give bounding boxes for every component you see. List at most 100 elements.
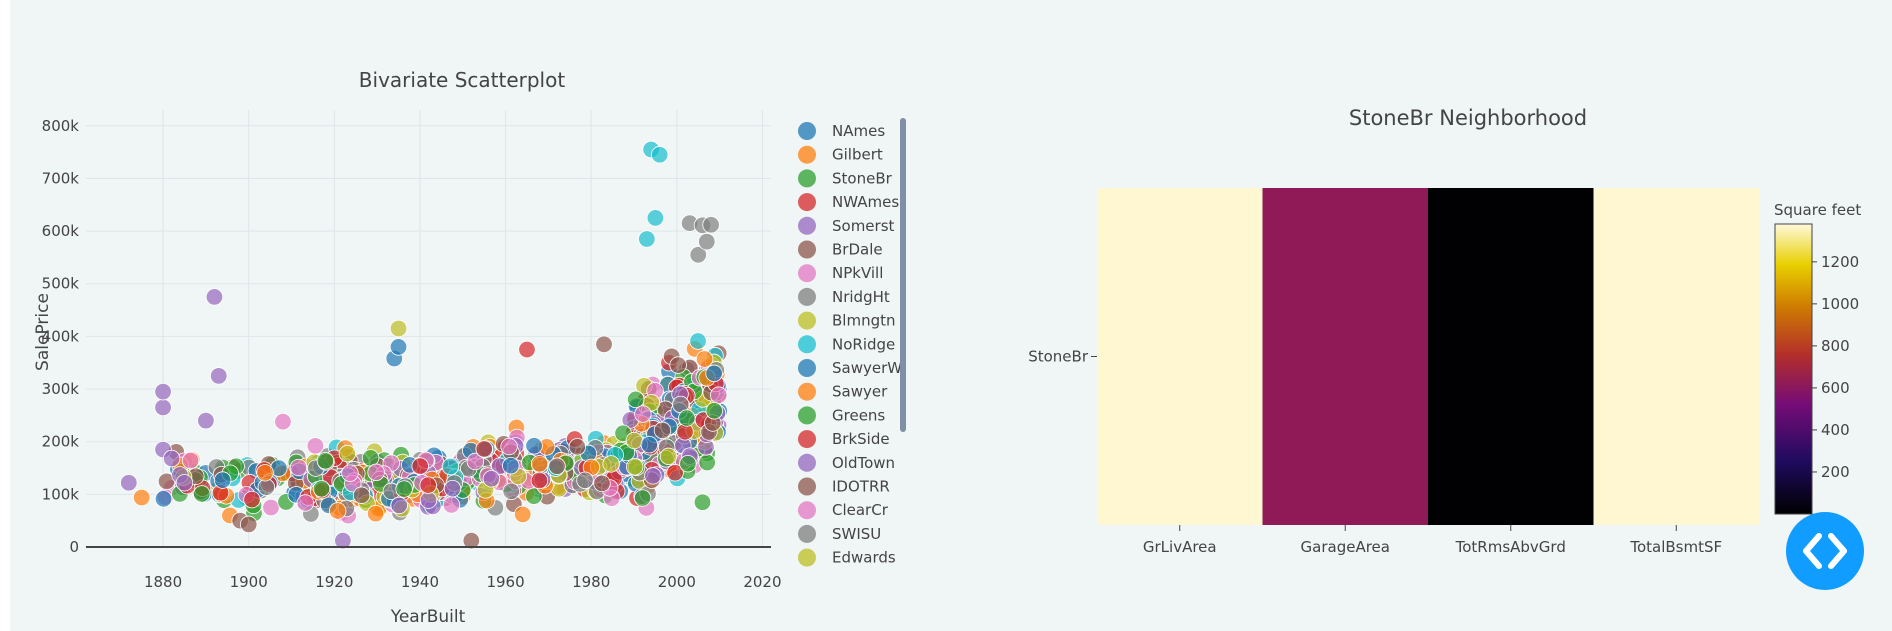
legend-item[interactable]: BrkSide xyxy=(798,430,890,449)
legend-item[interactable]: Sawyer xyxy=(798,382,888,401)
scatter-point[interactable] xyxy=(210,367,228,385)
scatter-point[interactable] xyxy=(257,478,276,496)
heatmap-chart[interactable]: StoneBr Neighborhood GrLivArea GarageArea… xyxy=(910,0,1890,631)
scatter-point[interactable] xyxy=(262,498,280,517)
scatter-point[interactable] xyxy=(513,505,532,524)
scatter-point[interactable] xyxy=(625,458,644,476)
scatter-point[interactable] xyxy=(525,437,543,455)
scatter-point[interactable] xyxy=(443,479,462,498)
scatter-point[interactable] xyxy=(525,487,543,505)
scatter-point[interactable] xyxy=(395,480,413,498)
heatmap-cell[interactable] xyxy=(1428,188,1594,525)
scatter-point[interactable] xyxy=(256,464,274,482)
scatter-point[interactable] xyxy=(625,431,644,450)
scatter-point[interactable] xyxy=(475,440,493,458)
legend-item[interactable]: Gilbert xyxy=(798,145,883,164)
scatter-point[interactable] xyxy=(500,437,518,456)
scatter-point[interactable] xyxy=(666,464,684,482)
legend-item[interactable]: BrDale xyxy=(798,240,883,259)
scatter-point[interactable] xyxy=(328,502,347,520)
scatter-point[interactable] xyxy=(518,340,536,359)
legend-item[interactable]: OldTown xyxy=(798,453,895,472)
scatter-points[interactable] xyxy=(120,140,728,550)
legend-item[interactable]: SWISU xyxy=(798,524,881,543)
scatter-point[interactable] xyxy=(243,490,261,509)
legend-item[interactable]: ClearCr xyxy=(798,501,889,520)
legend-item[interactable]: SawyerW xyxy=(798,359,902,377)
scatter-point[interactable] xyxy=(659,447,678,466)
scatter-point[interactable] xyxy=(650,146,669,164)
scatter-chart[interactable]: Bivariate Scatterplot 0 100k 200k 300k 400k 5… xyxy=(10,0,910,631)
heatmap-cell[interactable] xyxy=(1593,188,1760,525)
scatter-point[interactable] xyxy=(154,398,172,417)
scatter-point[interactable] xyxy=(334,531,352,550)
scatter-point[interactable] xyxy=(602,455,620,473)
scatter-point[interactable] xyxy=(705,402,723,420)
scatter-point[interactable] xyxy=(175,474,194,492)
scatter-point[interactable] xyxy=(390,496,408,515)
heatmap-cell[interactable] xyxy=(1262,188,1429,525)
scatter-point[interactable] xyxy=(530,455,549,473)
scatter-point[interactable] xyxy=(593,474,611,493)
scatter-point[interactable] xyxy=(595,335,613,353)
scatter-point[interactable] xyxy=(154,382,172,401)
scatter-point[interactable] xyxy=(419,491,438,509)
legend-item[interactable]: Greens xyxy=(798,406,885,425)
scatter-point[interactable] xyxy=(120,474,138,492)
scatter-point[interactable] xyxy=(366,504,385,523)
scatter-point[interactable] xyxy=(132,488,151,507)
scatter-point[interactable] xyxy=(530,471,549,490)
heatmap-cell[interactable] xyxy=(1097,188,1263,525)
scatter-point[interactable] xyxy=(341,464,359,482)
scatter-point[interactable] xyxy=(213,471,232,489)
scatter-point[interactable] xyxy=(627,390,645,409)
scatter-point[interactable] xyxy=(462,531,481,550)
scatter-point[interactable] xyxy=(306,437,325,455)
scatter-point[interactable] xyxy=(689,246,707,264)
scatter-point[interactable] xyxy=(693,493,712,511)
code-toggle-button[interactable] xyxy=(1786,512,1864,590)
scatter-point[interactable] xyxy=(678,409,696,427)
legend-item[interactable]: NAmes xyxy=(798,122,885,140)
scatter-point[interactable] xyxy=(576,471,594,490)
legend-item[interactable]: NWAmes xyxy=(798,193,899,212)
legend-scrollbar[interactable] xyxy=(900,118,906,432)
scatter-point[interactable] xyxy=(274,412,292,431)
scatter-point[interactable] xyxy=(548,457,566,475)
scatter-point[interactable] xyxy=(695,350,714,368)
legend-item[interactable]: StoneBr xyxy=(798,169,893,188)
scatter-point[interactable] xyxy=(638,230,656,248)
scatter-point[interactable] xyxy=(441,457,460,476)
scatter-point[interactable] xyxy=(466,452,485,471)
scatter-point[interactable] xyxy=(689,332,707,350)
scatter-point[interactable] xyxy=(669,356,687,374)
legend-item[interactable]: IDOTRR xyxy=(798,477,890,496)
scatter-point[interactable] xyxy=(646,209,665,227)
scatter-point[interactable] xyxy=(679,455,697,473)
scatter-point[interactable] xyxy=(698,232,716,251)
scatter-point[interactable] xyxy=(352,486,371,504)
scatter-point[interactable] xyxy=(698,453,716,472)
scatter-point[interactable] xyxy=(312,480,331,498)
scatter-point[interactable] xyxy=(181,451,200,470)
legend-item[interactable]: NridgHt xyxy=(798,287,890,306)
scatter-point[interactable] xyxy=(205,288,224,306)
scatter-point[interactable] xyxy=(296,494,315,512)
scatter-point[interactable] xyxy=(239,515,258,534)
scatter-legend[interactable]: NAmes Gilbert StoneBr NWAmes Somerst BrDale NP… xyxy=(798,122,902,567)
scatter-point[interactable] xyxy=(389,338,408,356)
scatter-point[interactable] xyxy=(316,452,335,470)
scatter-point[interactable] xyxy=(502,482,520,500)
scatter-point[interactable] xyxy=(154,490,173,508)
scatter-point[interactable] xyxy=(389,319,408,338)
scatter-point[interactable] xyxy=(653,421,672,440)
scatter-point[interactable] xyxy=(640,435,659,454)
scatter-point[interactable] xyxy=(502,457,520,475)
heatmap-cells[interactable] xyxy=(1097,188,1759,525)
legend-item[interactable]: NoRidge xyxy=(798,335,895,354)
scatter-point[interactable] xyxy=(411,457,429,475)
scatter-point[interactable] xyxy=(644,467,662,485)
scatter-point[interactable] xyxy=(338,444,357,463)
legend-item[interactable]: Blmngtn xyxy=(798,311,896,330)
scatter-point[interactable] xyxy=(568,438,587,456)
